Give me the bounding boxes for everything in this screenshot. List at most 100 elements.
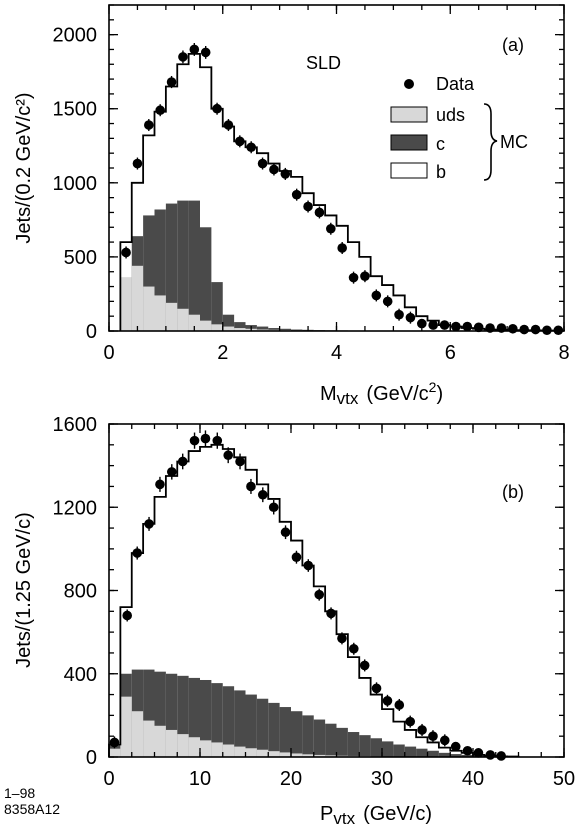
b-bar-b-12 [245,469,257,757]
b-bar-b-7 [188,451,200,757]
b-bar-c-26 [404,746,417,757]
a-data-point [314,207,325,218]
legend-c-label: c [436,134,445,154]
b-bar-c-14 [268,702,280,757]
b-data-point [337,633,347,644]
b-bar-uds-9 [211,742,223,757]
b-data-point [223,450,234,461]
b-data-point [268,502,279,513]
b-bar-b-22 [359,677,371,757]
a-data-point [360,271,370,281]
a-data-point [246,142,256,153]
b-data-point [462,745,473,756]
b-data-point [405,716,416,727]
b-bar-c-29 [438,752,451,757]
a-x-axis-title-sup: 2 [429,379,437,395]
b-bar-uds-15 [279,752,291,757]
b-bar-b-11 [234,457,246,757]
b-bar-b-19 [325,611,337,757]
a-bar-c-10 [234,322,246,331]
a-data-point [121,247,131,258]
b-bar-b-4 [154,496,166,757]
a-bar-c-12 [256,326,269,331]
b-bar-uds-19 [325,755,337,757]
a-bar-b-17 [313,205,326,331]
b-data-point [177,456,188,467]
b-bar-c-24 [382,741,394,757]
b-bar-b-17 [302,565,314,757]
a-bar-b-14 [279,170,291,331]
a-bar-b-6 [188,53,200,332]
a-data-point [462,321,473,332]
b-data-point [155,479,165,490]
b-bar-b-2 [131,553,144,757]
b-bar-b-25 [393,721,405,757]
a-bar-b-7 [200,67,212,332]
b-bar-c-10 [222,686,235,757]
b-bar-b-6 [177,461,189,757]
b-bar-uds-2 [131,711,144,757]
b-bar-c-25 [393,744,405,757]
a-x-tick-label: 6 [445,342,456,364]
a-data-point [166,77,177,87]
b-data-points [109,430,507,761]
a-bar-b-20 [347,242,360,331]
b-y-tick-label: 400 [64,664,97,686]
a-data-point [348,272,359,283]
a-data-point [189,44,200,55]
a-bar-uds-7 [200,320,212,331]
b-y-tick-label: 1200 [53,497,98,519]
a-bar-b-21 [359,256,371,331]
b-bar-uds-1 [120,696,132,757]
a-y-tick-label: 0 [86,321,97,343]
b-bar-b-5 [165,476,178,757]
legend-b-label: b [436,162,446,182]
b-x-tick-label: 0 [103,768,114,790]
a-x-tick-label: 8 [558,342,569,364]
b-data-point [144,519,154,529]
a-bar-b-23 [382,285,394,331]
b-bar-b-28 [427,742,439,757]
a-bar-c-8 [211,282,223,331]
b-axis-ticks: 0 10 20 30 40 50 0 400 800 1200 1600 [53,414,576,790]
a-data-point [280,169,291,179]
b-bar-c-30 [450,754,462,757]
a-axis-ticks: 0 2 4 6 8 0 500 1000 1500 2000 [53,4,570,364]
a-data-point [337,243,347,253]
a-data-point [178,52,188,62]
a-data-point [371,290,382,301]
a-data-point [269,164,279,175]
b-x-tick-label: 20 [280,768,302,790]
b-y-tick-label: 0 [86,747,97,769]
b-bar-b-3 [143,523,155,757]
a-legend: Data uds c b MC [390,74,528,182]
b-bar-c-20 [336,727,348,757]
b-bar-b-16 [291,540,303,757]
b-data-point [371,683,382,694]
b-data-point [382,696,393,706]
b-bar-c-17 [302,715,314,757]
panel-a-mass-histogram: 0 2 4 6 8 0 500 1000 1500 2000 (a) SLD Data uds c… [13,4,570,408]
a-data-point [200,47,211,58]
a-bar-b-19 [336,225,348,331]
b-data-point [496,751,507,761]
a-bar-b-11 [245,147,257,331]
legend-uds-label: uds [436,105,465,125]
b-bar-uds-3 [143,720,155,757]
b-x-axis-title-sub: vtx [333,809,355,828]
b-bar-uds-11 [234,746,246,757]
a-histogram-bars [119,53,565,332]
b-bar-uds-4 [154,725,166,757]
b-bar-c-18 [313,719,326,757]
b-bar-uds-0 [109,748,121,757]
b-data-point [212,435,223,446]
footer-figure-code: 8358A12 [4,801,60,817]
b-data-point [109,737,120,748]
legend-mc-brace [483,103,498,181]
b-bar-c-4 [154,671,166,757]
a-data-point [223,120,234,130]
b-x-axis-title: Pvtx (GeV/c) [320,803,432,828]
b-data-point [291,552,302,562]
b-panel-label: (b) [502,482,524,502]
